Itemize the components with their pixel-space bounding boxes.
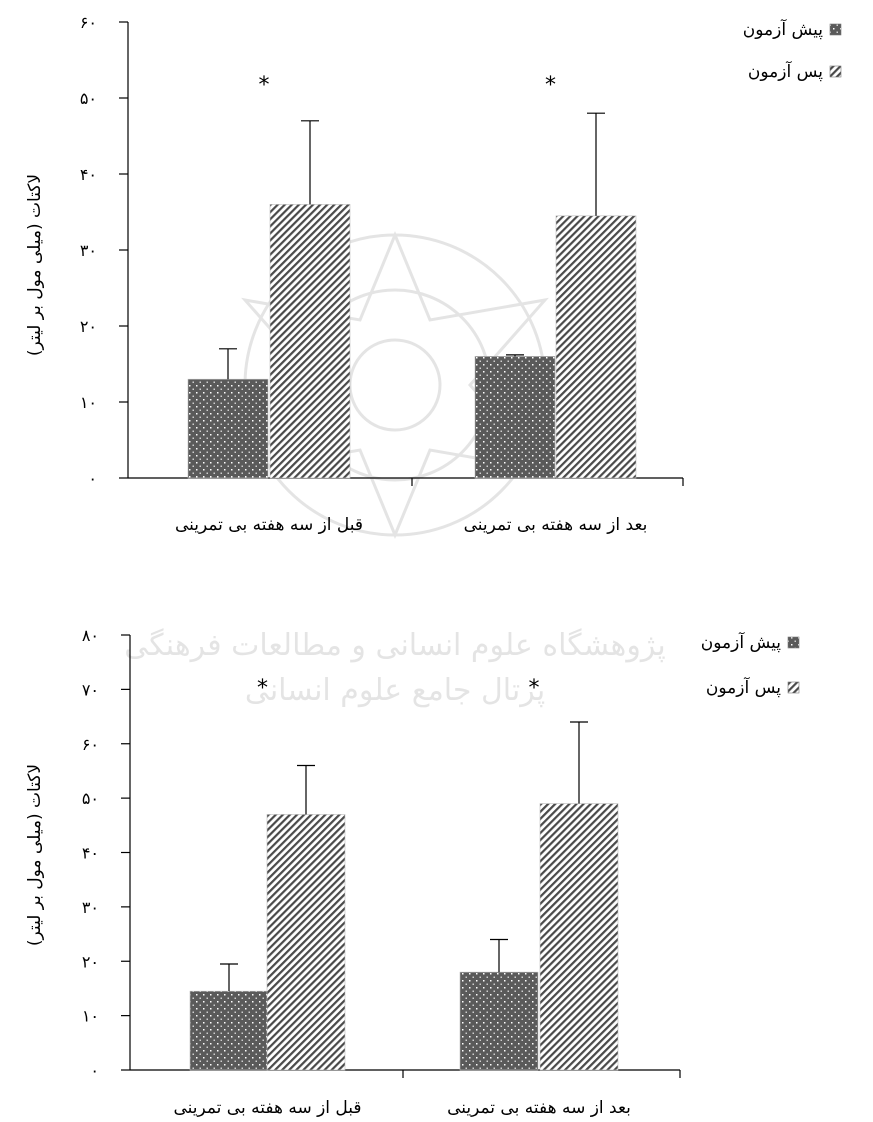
legend-swatch-post — [829, 65, 842, 78]
charts: ۰ ۱۰ ۲۰ ۳۰ ۴۰ ۵۰ ۶۰ لاکتات (میلی مول بر لیتر) بع… — [25, 13, 842, 1118]
watermark-line-2: پرتال جامع علوم انسانی — [245, 673, 545, 708]
category-label: بعد از سه هفته بی تمرینی — [464, 515, 648, 535]
y-tick-label: ۵۰ — [82, 789, 99, 808]
y-tick-label: ۴۰ — [82, 844, 99, 863]
legend-label-post: پس آزمون — [706, 676, 781, 698]
significance-star: * — [545, 73, 556, 98]
y-tick-label: ۶۰ — [82, 735, 99, 754]
y-tick-label: ۸۰ — [82, 626, 99, 645]
bar-post — [266, 814, 346, 1071]
bar-post — [269, 204, 351, 479]
y-tick-label: ۱۰ — [82, 1007, 99, 1026]
legend-swatch-pre — [787, 636, 800, 649]
watermark: پژوهشگاه علوم انسانی و مطالعات فرهنگی پر… — [124, 231, 666, 708]
bar-pre — [187, 378, 269, 479]
significance-star: * — [529, 676, 540, 701]
bar-pre — [474, 356, 556, 479]
y-tick-label: ۰ — [90, 1061, 99, 1080]
legend-label-post: پس آزمون — [748, 60, 823, 82]
y-tick-label: ۶۰ — [80, 13, 97, 32]
y-tick-label: ۵۰ — [80, 89, 97, 108]
category-label: قبل از سه هفته بی تمرینی — [175, 515, 363, 535]
y-tick-label: ۳۰ — [80, 241, 97, 260]
legend-swatch-pre — [829, 23, 842, 36]
y-tick-label: ۲۰ — [80, 317, 97, 336]
y-tick-label: ۱۰ — [80, 393, 97, 412]
category-label: قبل از سه هفته بی تمرینی — [173, 1098, 361, 1118]
legend-label-pre: پیش آزمون — [701, 631, 782, 653]
bar-pre — [459, 971, 539, 1071]
y-tick-label: ۰ — [88, 469, 97, 488]
y-tick-label: ۲۰ — [82, 952, 99, 971]
significance-star: * — [259, 73, 270, 98]
legend-label-pre: پیش آزمون — [743, 18, 824, 40]
bar-post — [555, 215, 637, 479]
category-label: بعد از سه هفته بی تمرینی — [447, 1098, 631, 1118]
legend-swatch-post — [787, 681, 800, 694]
chart-1: ۰ ۱۰ ۲۰ ۳۰ ۴۰ ۵۰ ۶۰ لاکتات (میلی مول بر لیتر) بع… — [25, 13, 842, 535]
y-tick-label: ۷۰ — [82, 680, 99, 699]
y-axis-label: لاکتات (میلی مول بر لیتر) — [25, 764, 45, 946]
y-tick-label: ۳۰ — [82, 898, 99, 917]
watermark-line-1: پژوهشگاه علوم انسانی و مطالعات فرهنگی — [124, 628, 666, 663]
bar-post — [539, 803, 619, 1071]
significance-star: * — [257, 676, 268, 701]
chart-2: ۰ ۱۰ ۲۰ ۳۰ ۴۰ ۵۰ ۶۰ ۷۰ ۸۰ لاکتات (میلی مول بر لیت… — [25, 626, 800, 1118]
y-tick-label: ۴۰ — [80, 165, 97, 184]
y-axis-label: لاکتات (میلی مول بر لیتر) — [25, 174, 45, 356]
bar-pre — [189, 990, 269, 1071]
